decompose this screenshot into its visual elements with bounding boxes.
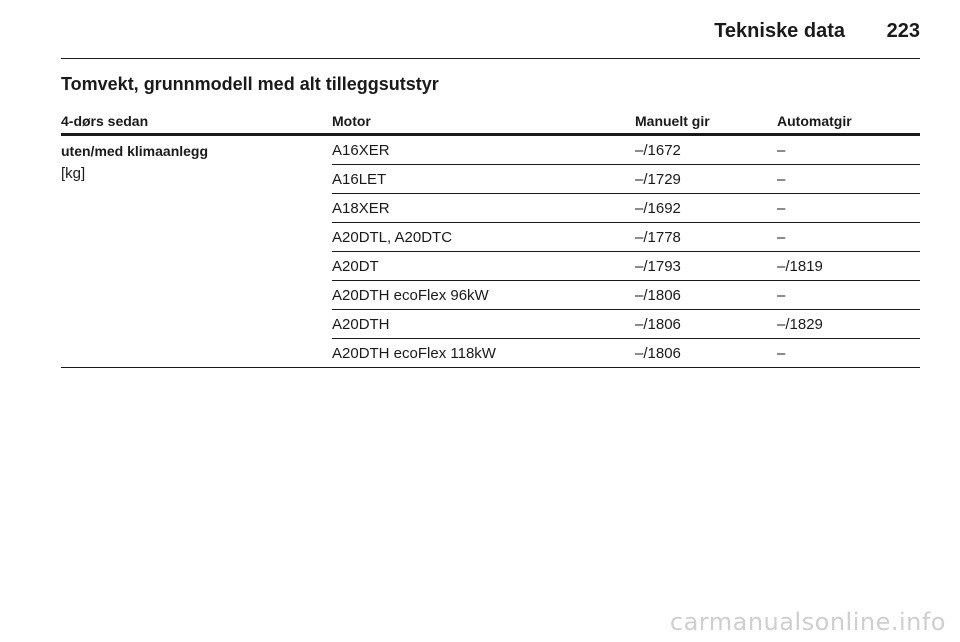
automatic-cell: – <box>777 134 920 165</box>
manual-cell: –/1778 <box>635 222 777 252</box>
automatic-cell: – <box>777 222 920 252</box>
automatic-cell: –/1819 <box>777 251 920 281</box>
table-row: uten/med klimaanlegg [kg] A16XER –/1672 … <box>61 134 920 368</box>
manual-cell: –/1729 <box>635 164 777 194</box>
row-header-unit: [kg] <box>61 165 86 182</box>
engine-cell: A20DTL, A20DTC <box>332 222 635 252</box>
row-header-label: uten/med klimaanlegg <box>61 143 209 159</box>
automatic-cell: – <box>777 338 920 368</box>
engine-cell: A16XER <box>332 134 635 165</box>
table-row: A20DT –/1793 –/1819 <box>61 251 920 281</box>
table-row: A18XER –/1692 – <box>61 193 920 223</box>
table-header-row: 4-dørs sedan Motor Manuelt gir Automatgi… <box>61 104 920 136</box>
manual-cell: –/1806 <box>635 338 777 368</box>
table-row: A20DTH ecoFlex 96kW –/1806 – <box>61 280 920 310</box>
automatic-cell: –/1829 <box>777 309 920 339</box>
engine-cell: A18XER <box>332 193 635 223</box>
section-title: Tomvekt, grunnmodell med alt tilleggsuts… <box>61 74 439 94</box>
engine-cell: A20DTH ecoFlex 96kW <box>332 280 635 310</box>
table-row: A20DTH –/1806 –/1829 <box>61 309 920 339</box>
column-header-manual: Manuelt gir <box>635 104 777 136</box>
manual-cell: –/1692 <box>635 193 777 223</box>
table-row: A16LET –/1729 – <box>61 164 920 194</box>
watermark: carmanualsonline.info <box>669 608 946 636</box>
column-header-automatic: Automatgir <box>777 104 920 136</box>
engine-cell: A20DT <box>332 251 635 281</box>
column-header-body: 4-dørs sedan <box>61 104 332 136</box>
engine-cell: A20DTH <box>332 309 635 339</box>
automatic-cell: – <box>777 280 920 310</box>
manual-cell: –/1793 <box>635 251 777 281</box>
automatic-cell: – <box>777 164 920 194</box>
automatic-cell: – <box>777 193 920 223</box>
header-title: Tekniske data <box>714 20 845 42</box>
row-header-cell: uten/med klimaanlegg [kg] <box>61 134 332 368</box>
engine-cell: A20DTH ecoFlex 118kW <box>332 338 635 368</box>
table-row: A20DTH ecoFlex 118kW –/1806 – <box>61 338 920 368</box>
table-row: A20DTL, A20DTC –/1778 – <box>61 222 920 252</box>
page-header: Tekniske data 223 <box>61 14 920 59</box>
manual-cell: –/1806 <box>635 309 777 339</box>
engine-cell: A16LET <box>332 164 635 194</box>
weight-table: 4-dørs sedan Motor Manuelt gir Automatgi… <box>61 104 920 368</box>
manual-cell: –/1806 <box>635 280 777 310</box>
manual-cell: –/1672 <box>635 134 777 165</box>
column-header-engine: Motor <box>332 104 635 136</box>
page-number: 223 <box>886 20 920 42</box>
